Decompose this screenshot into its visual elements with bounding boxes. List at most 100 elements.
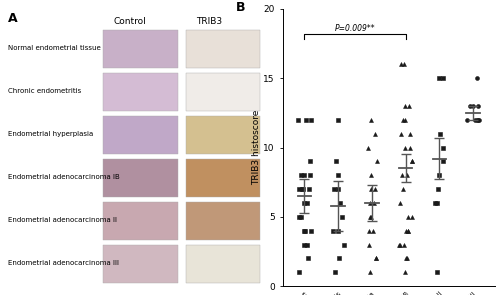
Point (395, 242, 403, 247)
FancyBboxPatch shape (186, 245, 260, 283)
Point (469, 104, 477, 108)
Y-axis label: TRIB3 histoscore: TRIB3 histoscore (252, 110, 260, 185)
Point (294, 270, 302, 275)
Point (474, 117, 482, 122)
Point (473, 117, 481, 122)
Point (366, 214, 374, 219)
Text: Endometrial adenocarcinoma III: Endometrial adenocarcinoma III (8, 260, 118, 266)
Text: Endometrial hyperplasia: Endometrial hyperplasia (8, 131, 93, 137)
Point (402, 104, 409, 108)
FancyBboxPatch shape (104, 159, 178, 197)
FancyBboxPatch shape (104, 201, 178, 240)
Point (294, 214, 302, 219)
Point (330, 270, 338, 275)
Point (307, 228, 315, 233)
FancyBboxPatch shape (186, 116, 260, 155)
Point (402, 228, 410, 233)
Point (364, 145, 372, 150)
Point (304, 256, 312, 261)
Point (298, 187, 306, 191)
Point (366, 242, 374, 247)
Point (399, 117, 407, 122)
Point (475, 117, 483, 122)
Point (294, 187, 302, 191)
FancyBboxPatch shape (186, 201, 260, 240)
Text: Chronic endometritis: Chronic endometritis (8, 88, 81, 94)
Point (304, 187, 312, 191)
Point (435, 76, 443, 81)
Point (466, 104, 474, 108)
Point (330, 187, 338, 191)
FancyBboxPatch shape (104, 73, 178, 112)
Point (334, 187, 342, 191)
Text: Normal endometrial tissue: Normal endometrial tissue (8, 45, 100, 51)
FancyBboxPatch shape (186, 30, 260, 68)
Point (440, 145, 448, 150)
Point (434, 173, 442, 178)
Point (434, 187, 442, 191)
Point (338, 214, 345, 219)
Point (372, 256, 380, 261)
Point (406, 145, 414, 150)
Point (371, 131, 379, 136)
Point (294, 117, 302, 122)
Point (368, 187, 376, 191)
Text: Endometrial adenocarcinoma II: Endometrial adenocarcinoma II (8, 217, 117, 223)
Point (372, 256, 380, 261)
Point (296, 173, 304, 178)
Point (336, 201, 344, 205)
Point (400, 62, 407, 67)
Point (432, 201, 440, 205)
Point (402, 145, 409, 150)
Point (433, 270, 441, 275)
Point (371, 187, 379, 191)
Point (300, 201, 308, 205)
FancyBboxPatch shape (186, 73, 260, 112)
Point (365, 228, 373, 233)
Point (300, 228, 308, 233)
FancyBboxPatch shape (104, 245, 178, 283)
Text: A: A (8, 12, 18, 24)
Point (439, 159, 447, 164)
Point (396, 62, 404, 67)
Text: TRIB3: TRIB3 (196, 17, 222, 26)
Text: B: B (236, 1, 246, 14)
Point (298, 214, 306, 219)
Point (406, 131, 414, 136)
Point (474, 104, 482, 108)
Point (334, 228, 342, 233)
Point (439, 76, 447, 81)
Point (366, 173, 374, 178)
Point (408, 159, 416, 164)
Point (405, 104, 413, 108)
Point (463, 117, 471, 122)
Point (404, 214, 412, 219)
Point (400, 242, 408, 247)
Point (332, 159, 340, 164)
Point (374, 159, 382, 164)
Point (369, 228, 377, 233)
Point (404, 228, 412, 233)
Point (403, 173, 411, 178)
Point (300, 242, 308, 247)
Point (304, 242, 312, 247)
Point (329, 228, 337, 233)
Point (335, 256, 343, 261)
Point (404, 228, 412, 233)
Point (302, 117, 310, 122)
Point (301, 228, 309, 233)
Point (366, 270, 374, 275)
Point (340, 242, 347, 247)
Point (400, 270, 408, 275)
Text: P=0.009**: P=0.009** (334, 24, 376, 33)
Point (404, 256, 411, 261)
Point (306, 159, 314, 164)
Point (408, 159, 416, 164)
Point (334, 117, 342, 122)
Point (396, 242, 404, 247)
Point (368, 214, 376, 219)
Point (300, 173, 308, 178)
FancyBboxPatch shape (104, 30, 178, 68)
Point (366, 201, 374, 205)
Point (303, 201, 311, 205)
